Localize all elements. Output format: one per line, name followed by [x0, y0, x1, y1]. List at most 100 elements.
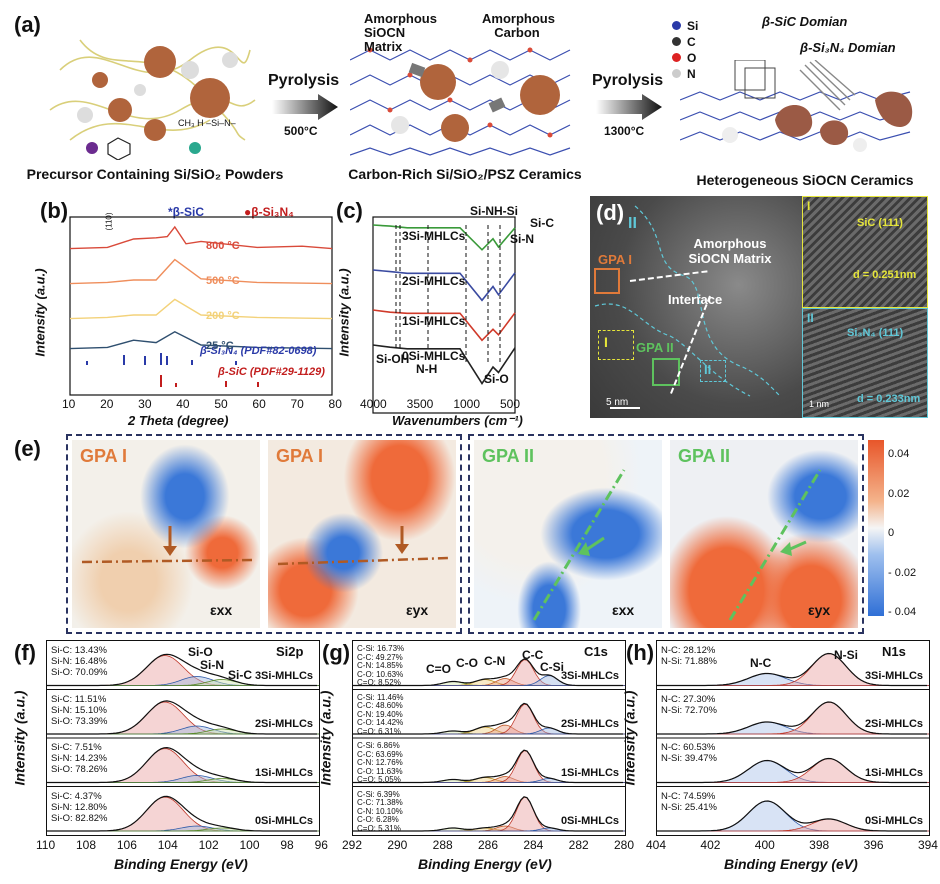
benzene-ring-icon — [107, 137, 131, 160]
heterogeneous-caption: Heterogeneous SiOCN Ceramics — [696, 172, 914, 188]
annot-sic-domain: β-SiC Domian — [762, 14, 848, 29]
xps-f-ylabel: Intensity (a.u.) — [11, 690, 28, 786]
xrd-frame — [69, 216, 333, 396]
xps-f-peak-sin: Si-N — [200, 658, 224, 672]
hrtem-inset-ii: II Si₃N₄ (111) d = 0.233nm 1 nm — [802, 308, 928, 418]
ref-si3n4-label: β-Si₃N₄ (PDF#82-0698) — [200, 345, 317, 357]
pyrolysis-label-2: Pyrolysis — [592, 72, 664, 89]
ftir-label-sio: Si-O — [484, 372, 509, 386]
xrd-series-label-2: 200 °C — [206, 310, 240, 322]
gpa-map-3: GPA II εxx — [474, 440, 662, 628]
pyrolysis-arrow-1 — [272, 94, 338, 120]
ftir-label-nh: N-H — [416, 362, 438, 376]
xrd-ylabel: Intensity (a.u.) — [32, 268, 48, 357]
gpa-colorbar-ticks: 0.04 0.02 0- 0.02- 0.04 — [888, 448, 917, 618]
ftir-label-sioh: Si-OH — [376, 352, 410, 366]
xps-h-composition-3: N-C: 74.59% N-Si: 25.41% — [661, 790, 717, 813]
ftir-series-0 — [372, 224, 516, 251]
precursor-caption: Precursor Containing Si/SiO₂ Powders — [26, 166, 284, 182]
panel-g-label: (g) — [322, 640, 351, 665]
n-dot — [672, 69, 681, 78]
xps-g-envelope-0 — [353, 658, 623, 687]
gpa-map-4: GPA II εyx — [670, 440, 858, 628]
xps-h-composition-1: N-C: 27.30% N-Si: 72.70% — [661, 693, 717, 716]
xps-f-sample-0: 3Si-MHLCs — [254, 669, 313, 682]
xps-f-envelope-2 — [47, 746, 317, 784]
xps-g-envelope-2 — [353, 749, 623, 784]
xps-f-envelope-3 — [47, 795, 317, 832]
xps-f-xticks: 110 108 106 104 102 100 98 96 — [36, 838, 328, 852]
xps-g-peak-co: C-O — [456, 656, 478, 670]
xps-f-composition-2: Si-C: 7.51% Si-N: 14.23% Si-O: 78.26% — [51, 742, 108, 775]
xrd-series-2 — [69, 298, 333, 320]
ftir-chart — [372, 216, 516, 414]
o-dot — [672, 53, 681, 62]
ftir-label-sin: Si-N — [510, 232, 534, 246]
gpa-group-i — [66, 434, 462, 634]
xps-g-composition-3: C-Si: 6.39% C-C: 71.38% C-N: 10.10% C-O: 6.… — [357, 789, 403, 833]
pyrolysis-arrow-2 — [596, 94, 662, 120]
tem-gpa2-label: GPA II — [636, 340, 674, 355]
tem-region-ii-top: II — [628, 215, 637, 232]
xps-h-xticks: 404 402 400 398 396 394 — [646, 838, 938, 852]
xps-h-envelope-3 — [657, 800, 927, 832]
ftir-series-label-3: 0Si-MHLCs — [402, 349, 466, 363]
carbon-rich-illustration — [350, 47, 571, 156]
tem-amorphous-label: Amorphous SiOCN Matrix — [688, 236, 772, 266]
xps-f-peak-sic: Si-C — [228, 668, 252, 682]
xps-h-sample-0: 3Si-MHLCs — [864, 669, 923, 682]
panel-f-label: (f) — [14, 640, 36, 665]
pyrolysis-temp-1: 500°C — [284, 124, 318, 138]
ftir-series-3 — [372, 344, 516, 385]
xps-g-envelope-3 — [353, 796, 623, 832]
xrd-series-label-0: 800 °C — [206, 240, 240, 252]
panel-b-label: (b) — [40, 198, 69, 223]
tem-overlay — [594, 205, 781, 409]
xps-g-composition-0: C-Si: 16.73% C-C: 49.27% C-N: 14.85% C-O: 1… — [357, 644, 405, 687]
xps-f-envelope-0 — [47, 653, 317, 687]
xrd-series-3 — [69, 331, 333, 350]
xrd-series-1 — [69, 258, 333, 285]
si-dot — [672, 21, 681, 30]
legend-sic: *β-SiC — [168, 205, 204, 219]
legend-si3n4: ●β-Si₃N₄ — [244, 205, 294, 219]
vinyl-monomer-dot — [86, 142, 98, 154]
xps-f-composition-0: Si-C: 13.43% Si-N: 16.48% Si-O: 70.09% — [51, 645, 108, 678]
precursor-particles — [77, 46, 238, 141]
annot-amorphous-matrix: Amorphous SiOCN Matrix — [364, 11, 437, 54]
xps-g-sample-2: 1Si-MHLCs — [560, 766, 619, 779]
xrd-chart — [69, 216, 333, 396]
gpa-map-1: GPA I εxx — [72, 440, 260, 628]
ftir-frame — [372, 216, 516, 414]
xps-g-peak-co2: C=O — [426, 662, 452, 676]
ftir-series-label-0: 3Si-MHLCs — [402, 229, 466, 243]
xps-g-peak-csi: C-Si — [540, 660, 564, 674]
xps-n1s-title: N1s — [882, 644, 906, 659]
xps-h-envelope-2 — [657, 757, 927, 784]
xps-h-peak-nc: N-C — [750, 656, 772, 670]
xps-h-sample-2: 1Si-MHLCs — [864, 766, 923, 779]
ftir-xlabel: Wavenumbers (cm⁻¹) — [392, 413, 523, 428]
ftir-label-sinhsi: Si-NH-Si — [470, 204, 518, 218]
xps-n1s-chart: N-C: 28.12% N-Si: 71.88% 3Si-MHLCs N-C: 27.… — [656, 640, 930, 836]
heterogeneous-illustration — [680, 60, 913, 152]
panel-e-label: (e) — [14, 436, 41, 461]
annot-si3n4-domain: β-Si₃N₄ Domian — [800, 40, 896, 55]
xps-f-xlabel: Binding Energy (eV) — [114, 856, 248, 872]
xps-f-sample-1: 2Si-MHLCs — [254, 718, 313, 730]
carbon-rich-caption: Carbon-Rich Si/SiO₂/PSZ Ceramics — [348, 166, 582, 182]
xps-si2p-title: Si2p — [276, 644, 304, 659]
xrd-series-label-3: 25 °C — [206, 340, 234, 352]
xps-g-envelope-1 — [353, 702, 623, 735]
xps-g-peak-cc: C-C — [522, 648, 544, 662]
ftir-label-sic: Si-C — [530, 216, 554, 230]
tem-region-i-box — [598, 330, 634, 360]
panel-h-label: (h) — [626, 640, 655, 665]
xps-h-envelope-0 — [657, 652, 927, 687]
xps-h-composition-0: N-C: 28.12% N-Si: 71.88% — [661, 645, 717, 667]
xps-f-sample-2: 1Si-MHLCs — [254, 766, 313, 779]
ref-sic-label: β-SiC (PDF#29-1129) — [218, 366, 325, 378]
panel-c-label: (c) — [336, 198, 363, 223]
xps-h-ylabel: Intensity (a.u.) — [621, 690, 638, 786]
xps-h-sample-1: 2Si-MHLCs — [864, 718, 923, 730]
